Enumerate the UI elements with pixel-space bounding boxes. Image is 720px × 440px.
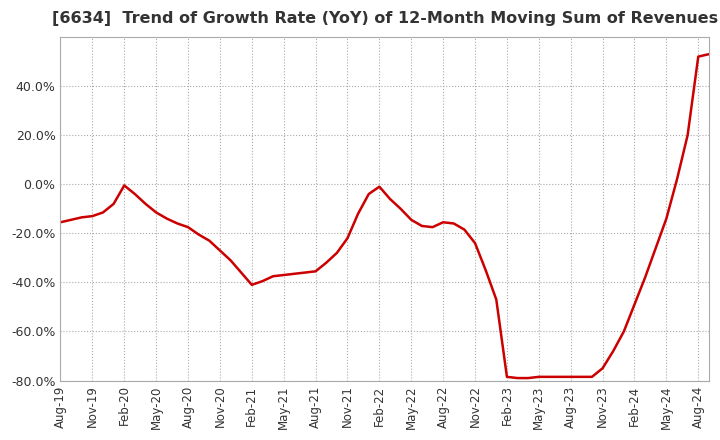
Title: [6634]  Trend of Growth Rate (YoY) of 12-Month Moving Sum of Revenues: [6634] Trend of Growth Rate (YoY) of 12-… bbox=[52, 11, 718, 26]
